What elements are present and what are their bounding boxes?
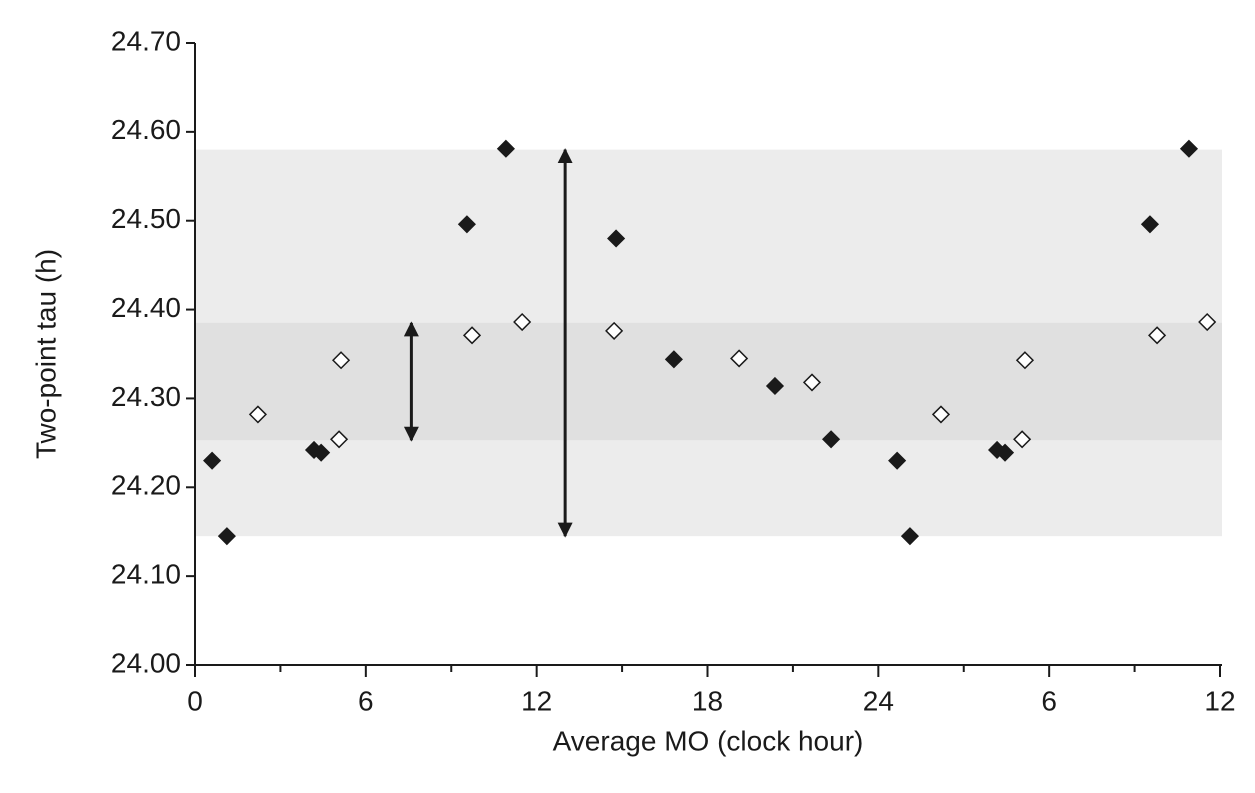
x-tick-label: 18 (692, 685, 723, 716)
data-point (1179, 139, 1199, 158)
x-tick-label: 12 (1204, 685, 1235, 716)
data-point (765, 376, 785, 396)
y-tick-label: 24.10 (111, 559, 181, 590)
data-point (462, 326, 482, 345)
x-tick-label: 6 (1041, 685, 1057, 716)
y-axis-title: Two-point tau (h) (30, 249, 61, 459)
y-tick-label: 24.20 (111, 470, 181, 501)
data-point (802, 373, 822, 392)
y-tick-label: 24.50 (111, 203, 181, 234)
data-point (822, 430, 841, 449)
data-point (332, 351, 351, 370)
data-point (995, 443, 1015, 462)
y-tick-label: 24.40 (111, 292, 181, 323)
x-tick-label: 0 (187, 685, 203, 716)
data-point (330, 430, 349, 449)
data-point (1140, 215, 1160, 234)
data-point (607, 229, 626, 248)
data-point (730, 349, 749, 368)
data-point (888, 451, 907, 470)
data-point (931, 405, 951, 424)
data-point (217, 527, 236, 546)
data-point (900, 527, 919, 546)
x-tick-label: 12 (521, 685, 552, 716)
data-point (1198, 312, 1217, 332)
x-tick-label: 24 (863, 685, 894, 716)
data-point (1015, 351, 1035, 370)
data-point (457, 215, 476, 234)
x-tick-label: 6 (358, 685, 374, 716)
data-point (1013, 430, 1032, 449)
data-point (513, 312, 532, 332)
data-point (496, 139, 515, 158)
data-point (203, 451, 222, 470)
data-point (664, 350, 683, 369)
y-tick-label: 24.70 (111, 25, 181, 56)
data-point (248, 405, 267, 424)
data-point (312, 443, 331, 462)
data-point (605, 321, 624, 340)
band (195, 322, 1222, 441)
data-point (1148, 326, 1167, 345)
x-axis-title: Average MO (clock hour) (553, 725, 864, 756)
y-tick-label: 24.60 (111, 114, 181, 145)
y-tick-label: 24.00 (111, 647, 181, 678)
y-tick-label: 24.30 (111, 381, 181, 412)
